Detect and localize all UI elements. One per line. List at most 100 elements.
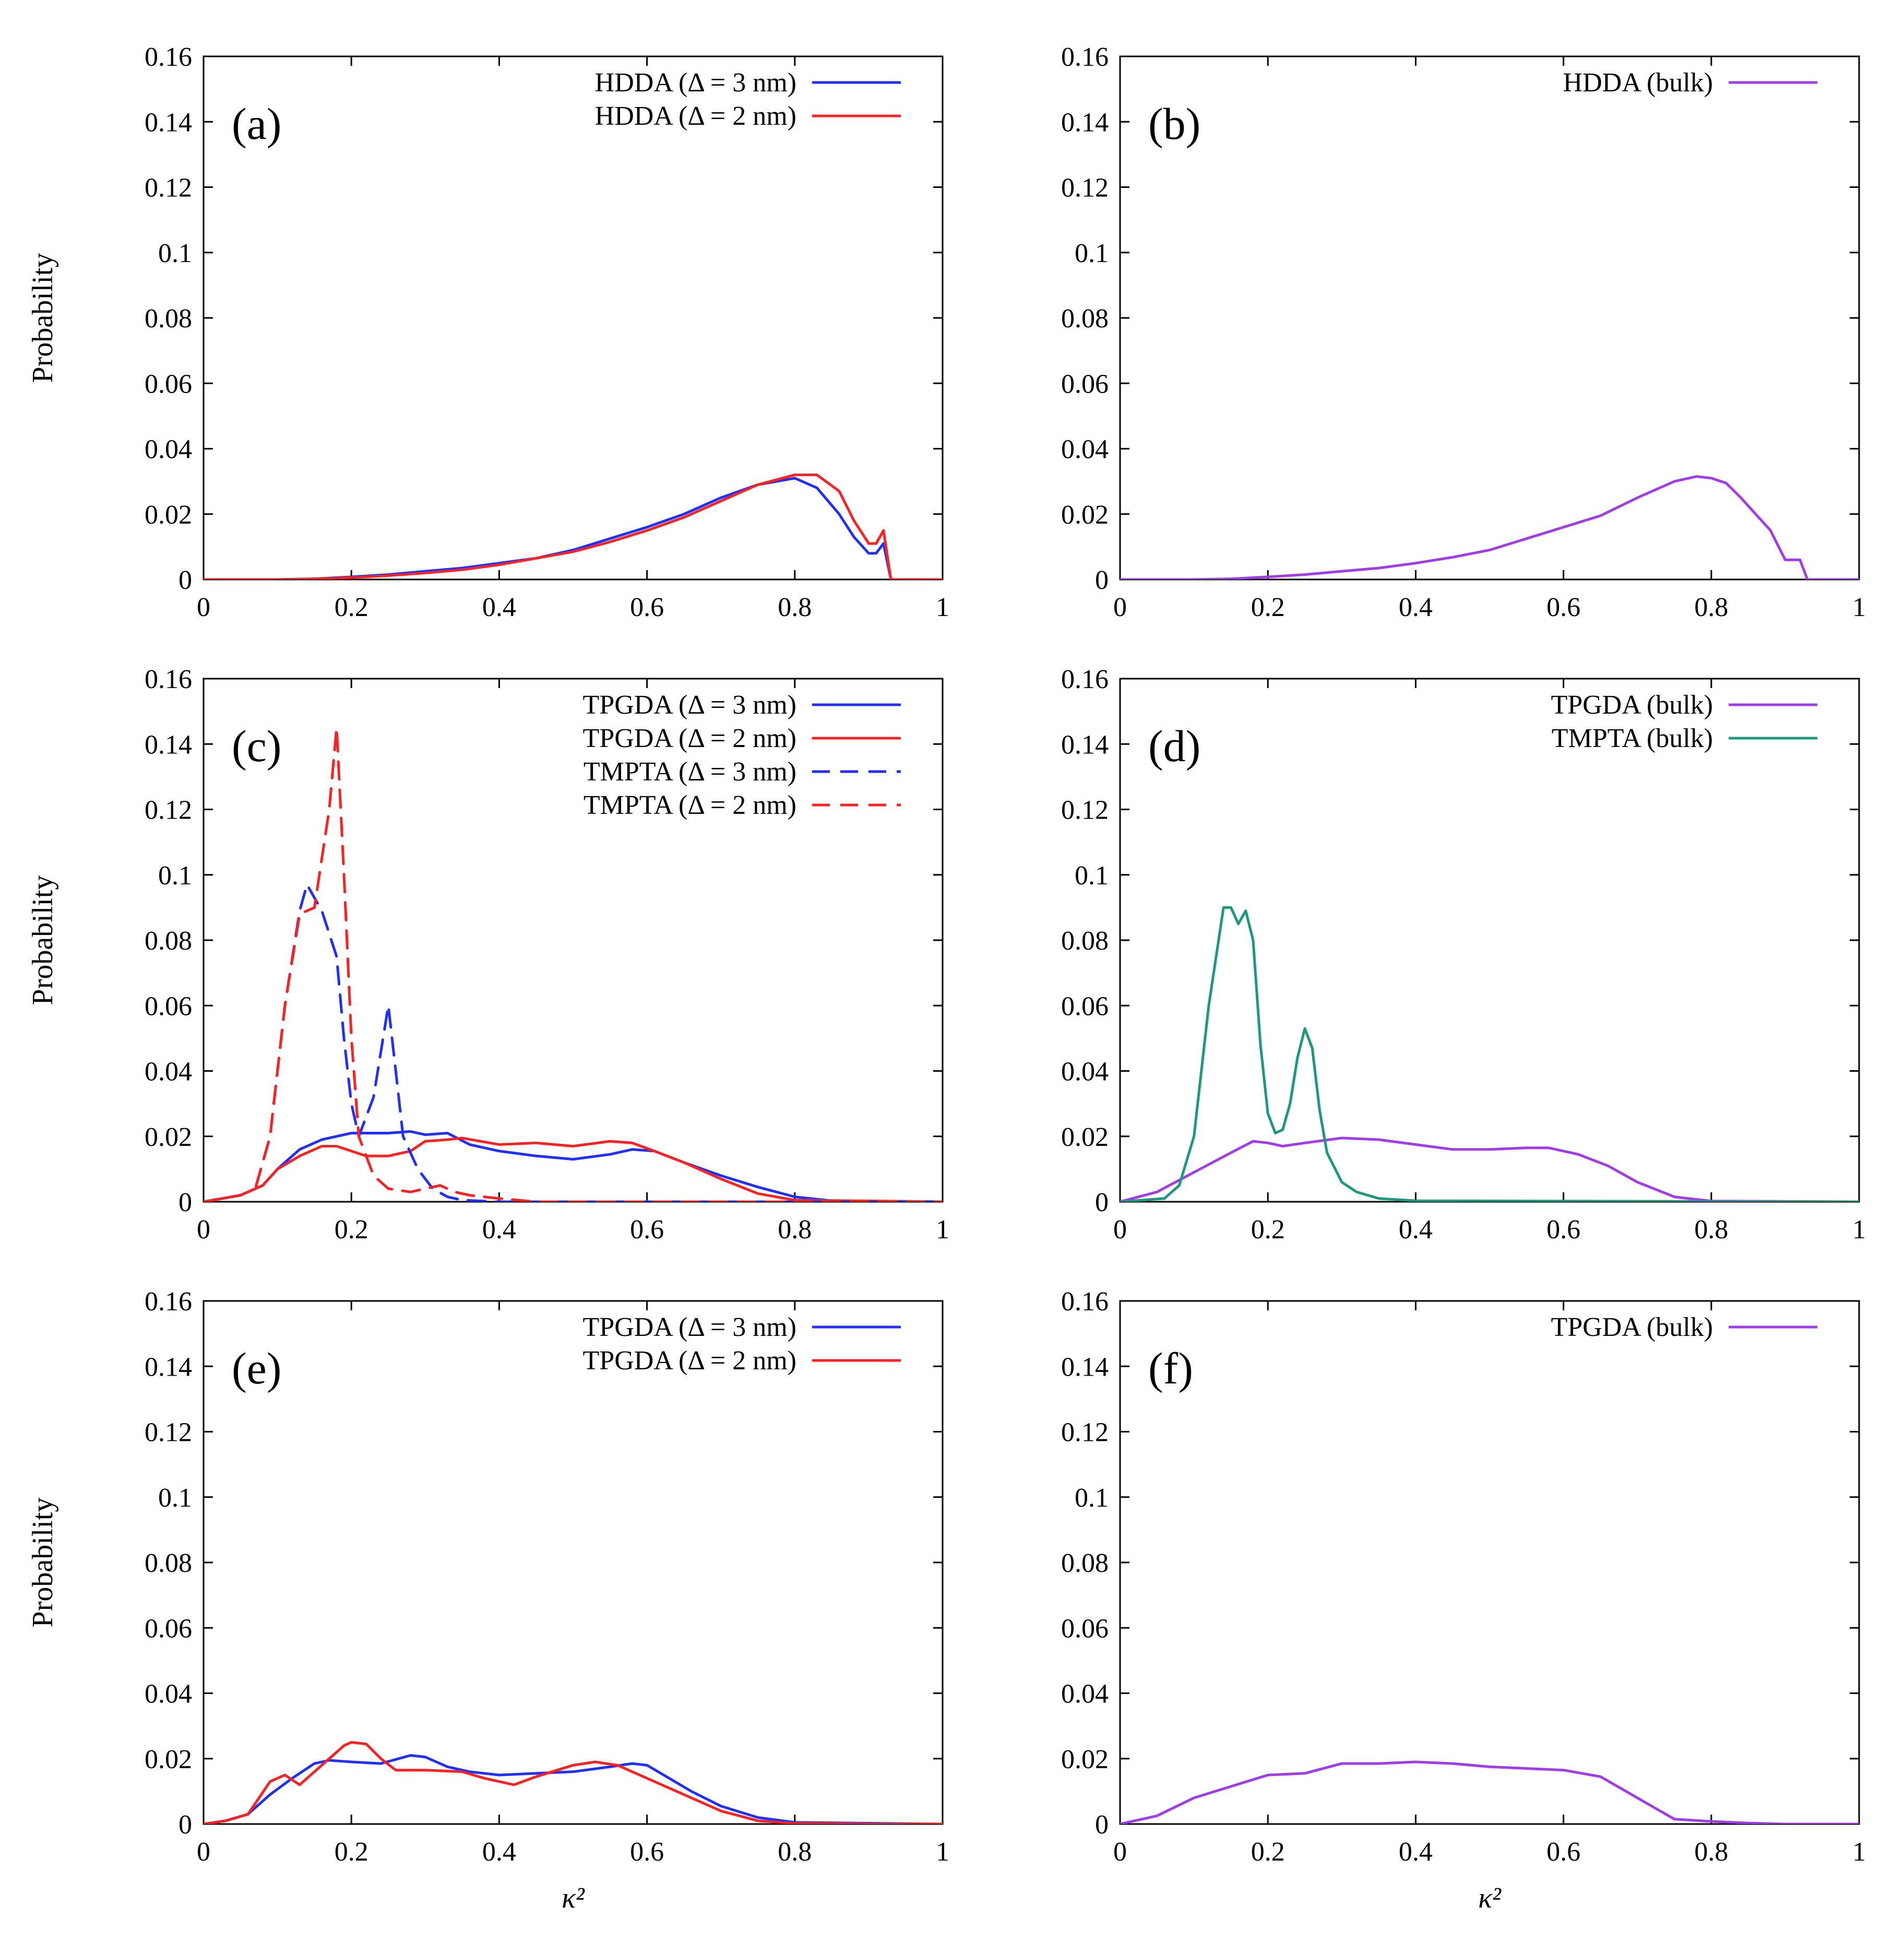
legend-entry-1: TMPTA (bulk) xyxy=(1552,724,1713,753)
x-tick-label: 1 xyxy=(936,1215,949,1245)
y-tick-label: 0.02 xyxy=(145,1122,192,1152)
legend-entry-0: TPGDA (bulk) xyxy=(1551,1312,1713,1342)
y-tick-label: 0.1 xyxy=(158,239,192,268)
y-tick-label: 0.04 xyxy=(145,435,192,465)
y-tick-label: 0.1 xyxy=(1075,1483,1109,1513)
legend-entry-0: HDDA (bulk) xyxy=(1563,68,1713,98)
plot-frame xyxy=(1119,678,1860,1203)
y-axis-title: Probability xyxy=(27,253,59,383)
y-tick-label: 0.12 xyxy=(1061,796,1109,825)
y-axis-title: Probability xyxy=(27,875,59,1005)
plot-frame xyxy=(203,678,944,1203)
y-tick-label: 0.14 xyxy=(145,108,192,137)
y-tick-label: 0.1 xyxy=(1075,861,1109,891)
x-tick-label: 0.2 xyxy=(335,1837,368,1867)
y-tick-label: 0.12 xyxy=(145,1418,192,1448)
legend-entry-0: TPGDA (Δ = 3 nm) xyxy=(583,690,796,720)
y-tick-label: 0.16 xyxy=(1061,1287,1109,1317)
x-tick-label: 0.4 xyxy=(482,593,516,622)
y-tick-label: 0.12 xyxy=(145,796,192,825)
legend-entry-1: TPGDA (Δ = 2 nm) xyxy=(583,724,796,753)
x-tick-label: 0.2 xyxy=(1251,1215,1285,1245)
legend-entry-0: TPGDA (Δ = 3 nm) xyxy=(583,1312,796,1342)
x-tick-label: 0.2 xyxy=(1251,1837,1285,1867)
panel-label: (b) xyxy=(1148,99,1200,149)
series-line-1 xyxy=(204,473,943,579)
plot-frame xyxy=(1119,55,1860,581)
y-tick-label: 0.06 xyxy=(1061,1614,1109,1643)
x-tick-label: 0.6 xyxy=(630,593,664,622)
x-tick-label: 0 xyxy=(197,593,210,622)
x-tick-label: 0.8 xyxy=(778,1215,812,1245)
x-tick-label: 0.6 xyxy=(630,1837,664,1867)
x-tick-label: 0.8 xyxy=(1694,593,1728,622)
chart-panel-f: 0 0.02 0.04 0.06 0.08 0.1 0.12 0.14 0.16 0 0.2 0.4 0… xyxy=(1061,1287,1866,1914)
x-tick-label: 1 xyxy=(936,1837,949,1867)
series-line-0 xyxy=(1120,475,1859,579)
x-tick-label: 0.4 xyxy=(482,1837,516,1867)
x-tick-label: 0.4 xyxy=(482,1215,516,1245)
y-axis-title: Probability xyxy=(27,1498,59,1628)
x-tick-label: 0.4 xyxy=(1399,1837,1433,1867)
legend-entry-1: TPGDA (Δ = 2 nm) xyxy=(583,1346,796,1376)
y-tick-label: 0.14 xyxy=(1061,108,1109,137)
x-tick-label: 0 xyxy=(1113,593,1127,622)
panel-label: (d) xyxy=(1148,721,1200,771)
chart-panel-d: 0 0.02 0.04 0.06 0.08 0.1 0.12 0.14 0.16 0 0.2 0.4 0… xyxy=(1061,665,1866,1245)
panel-label: (e) xyxy=(232,1343,281,1393)
y-tick-label: 0.06 xyxy=(145,991,192,1021)
x-tick-label: 0.8 xyxy=(1694,1215,1728,1245)
y-tick-label: 0.1 xyxy=(158,861,192,891)
x-tick-label: 0.2 xyxy=(335,1215,368,1245)
y-tick-label: 0.06 xyxy=(1061,369,1109,399)
y-tick-label: 0.08 xyxy=(145,1548,192,1578)
y-tick-label: 0.08 xyxy=(1061,1548,1109,1578)
x-tick-label: 0.6 xyxy=(1546,593,1580,622)
y-tick-label: 0.16 xyxy=(145,665,192,694)
legend-entry-0: TPGDA (bulk) xyxy=(1551,690,1713,720)
y-tick-label: 0.1 xyxy=(1075,239,1109,268)
panel-label: (c) xyxy=(232,721,281,771)
y-tick-label: 0.08 xyxy=(1061,926,1109,956)
y-tick-label: 0.14 xyxy=(1061,730,1109,760)
y-tick-label: 0.08 xyxy=(1061,304,1109,334)
panel-label: (f) xyxy=(1148,1343,1193,1393)
x-tick-label: 1 xyxy=(1852,593,1866,622)
x-tick-label: 1 xyxy=(936,593,949,622)
y-tick-label: 0.02 xyxy=(145,500,192,530)
x-tick-label: 0.8 xyxy=(1694,1837,1728,1867)
series-line-1 xyxy=(204,1740,943,1824)
y-tick-label: 0 xyxy=(178,1188,192,1217)
legend-entry-2: TMPTA (Δ = 3 nm) xyxy=(584,757,796,787)
y-tick-label: 0.1 xyxy=(158,1483,192,1513)
x-tick-label: 0.8 xyxy=(778,1837,812,1867)
y-tick-label: 0 xyxy=(178,565,192,595)
x-tick-label: 0 xyxy=(197,1837,210,1867)
legend-entry-3: TMPTA (Δ = 2 nm) xyxy=(584,790,796,820)
series-line-2 xyxy=(204,883,943,1202)
plot-frame xyxy=(203,55,944,581)
y-tick-label: 0.06 xyxy=(1061,991,1109,1021)
series-line-0 xyxy=(204,1130,943,1202)
series-line-1 xyxy=(1120,906,1859,1202)
y-tick-label: 0.12 xyxy=(1061,173,1109,203)
y-tick-label: 0 xyxy=(1095,1188,1109,1217)
y-tick-label: 0.04 xyxy=(145,1057,192,1087)
plot-frame xyxy=(1119,1300,1860,1825)
x-tick-label: 0.8 xyxy=(778,593,812,622)
legend-entry-0: HDDA (Δ = 3 nm) xyxy=(595,68,796,98)
y-tick-label: 0.12 xyxy=(1061,1418,1109,1448)
x-tick-label: 0 xyxy=(197,1215,210,1245)
y-tick-label: 0.16 xyxy=(145,1287,192,1317)
y-tick-label: 0.02 xyxy=(1061,500,1109,530)
chart-panel-a: 0 0.02 0.04 0.06 0.08 0.1 0.12 0.14 0.16 0 0.2 0.4 0… xyxy=(27,42,949,622)
y-tick-label: 0.16 xyxy=(145,42,192,72)
x-tick-label: 0.4 xyxy=(1399,593,1433,622)
y-tick-label: 0.02 xyxy=(145,1745,192,1774)
x-tick-label: 1 xyxy=(1852,1837,1866,1867)
y-tick-label: 0.14 xyxy=(1061,1352,1109,1382)
x-tick-label: 0.6 xyxy=(1546,1837,1580,1867)
plot-frame xyxy=(203,1300,944,1825)
x-tick-label: 0 xyxy=(1113,1215,1127,1245)
